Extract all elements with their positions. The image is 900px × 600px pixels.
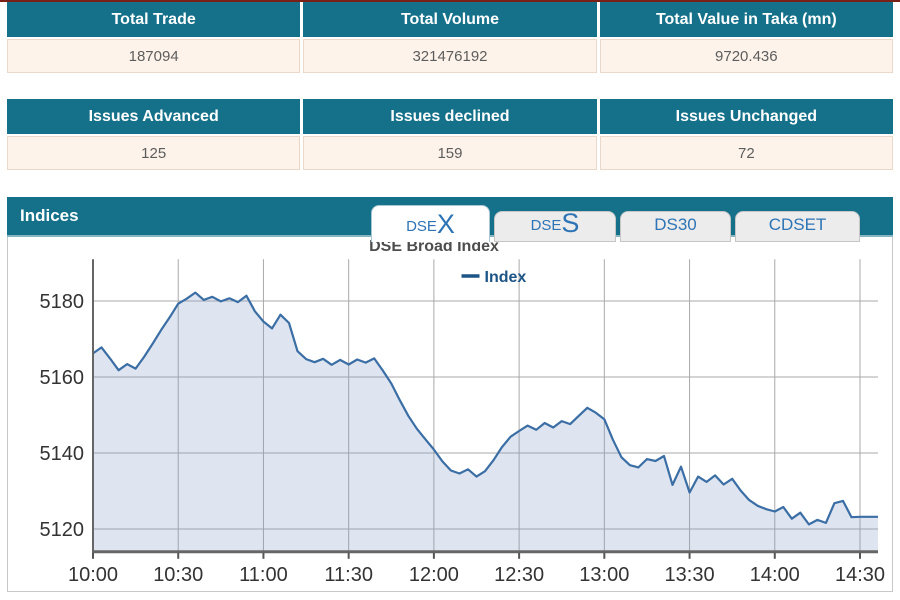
issues-declined-header: Issues declined xyxy=(303,99,597,134)
tab-cdset[interactable]: CDSET xyxy=(735,211,860,242)
trade-summary-table: Total Trade Total Volume Total Value in … xyxy=(7,2,893,73)
svg-text:11:30: 11:30 xyxy=(324,564,373,586)
indices-panel: Indices DSE X DSE S DS30 CDSET DSE Broad I… xyxy=(7,197,893,592)
issues-unchanged-header: Issues Unchanged xyxy=(599,99,893,134)
total-trade-header: Total Trade xyxy=(7,2,301,37)
svg-text:12:00: 12:00 xyxy=(409,564,459,586)
svg-text:13:30: 13:30 xyxy=(665,564,715,586)
svg-text:5180: 5180 xyxy=(40,291,85,313)
issues-advanced-header: Issues Advanced xyxy=(7,99,301,134)
svg-text:14:00: 14:00 xyxy=(750,564,800,586)
total-value-header: Total Value in Taka (mn) xyxy=(599,2,893,37)
total-volume-header: Total Volume xyxy=(303,2,597,37)
svg-text:12:30: 12:30 xyxy=(494,564,544,586)
svg-text:13:00: 13:00 xyxy=(579,564,629,586)
svg-text:14:30: 14:30 xyxy=(835,564,885,586)
svg-text:10:30: 10:30 xyxy=(153,564,203,586)
svg-text:10:00: 10:00 xyxy=(68,564,118,586)
total-trade-value: 187094 xyxy=(7,39,301,73)
index-tabs: DSE X DSE S DS30 CDSET xyxy=(371,205,860,242)
svg-text:5140: 5140 xyxy=(40,443,85,465)
svg-text:Index: Index xyxy=(485,269,527,286)
panel-title: Indices xyxy=(20,206,79,225)
tab-dsex-suffix: X xyxy=(436,209,455,239)
tab-ds30-label: DS30 xyxy=(654,215,697,234)
issues-declined-value: 159 xyxy=(303,136,597,170)
index-area-chart: 10:00 10:30 11:00 11:30 12:00 12:30 13:00 13:30… xyxy=(40,259,885,586)
chart-title: DSE Broad Index xyxy=(369,238,499,255)
svg-text:5120: 5120 xyxy=(40,519,85,541)
issues-unchanged-value: 72 xyxy=(599,136,893,170)
tab-dsex[interactable]: DSE X xyxy=(371,205,490,242)
tab-cdset-label: CDSET xyxy=(768,215,827,234)
tab-dsex-prefix: DSE xyxy=(406,218,437,235)
tab-dses[interactable]: DSE S xyxy=(494,208,616,242)
top-border-rule xyxy=(0,0,900,2)
issues-advanced-value: 125 xyxy=(7,136,301,170)
total-value-value: 9720.436 xyxy=(599,39,893,73)
svg-text:11:00: 11:00 xyxy=(239,564,288,586)
svg-text:5160: 5160 xyxy=(40,367,85,389)
total-volume-value: 321476192 xyxy=(303,39,597,73)
tab-dses-suffix: S xyxy=(561,208,580,238)
issues-summary-table: Issues Advanced Issues declined Issues U… xyxy=(7,99,893,170)
tab-ds30[interactable]: DS30 xyxy=(620,211,731,242)
tab-dses-prefix: DSE xyxy=(530,217,562,234)
